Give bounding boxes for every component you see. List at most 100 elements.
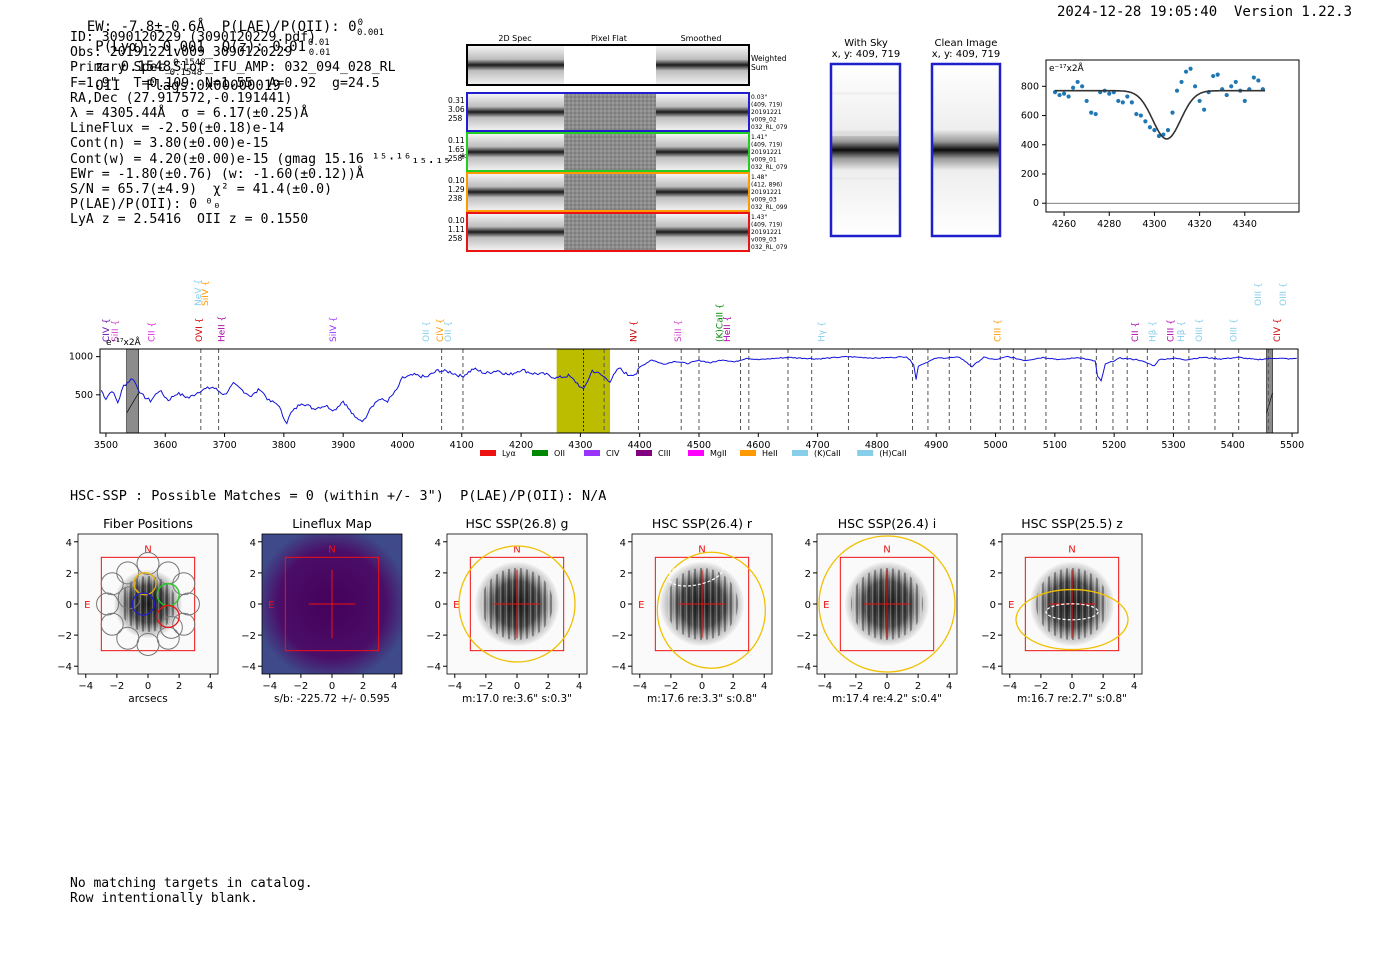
hsc-y-tick-label: 2 [805, 569, 811, 580]
spectrum-unit-label: e⁻¹⁷x2Å [106, 336, 142, 348]
header-z: z: 0.1548 [86, 59, 172, 75]
cutout-right-info: 1.43" [751, 214, 767, 221]
hsc-y-tick-label: −2 [241, 631, 256, 642]
galaxy-texture [120, 576, 176, 632]
east-label: E [268, 600, 274, 611]
fit-data-point [1143, 119, 1148, 124]
spectrum-y-tick-label: 1000 [69, 352, 93, 363]
source-ellipse [656, 551, 766, 669]
cutout-left-stat: 1.29 [448, 185, 465, 194]
info-cont-n: Cont(n) = 3.80(±0.00)e-15 [70, 136, 269, 152]
spectral-line-label: OII { [422, 321, 432, 342]
cutout-right-info: (409, 719) [751, 102, 782, 109]
spectrum-x-tick-label: 3600 [153, 440, 177, 451]
fit-data-point [1165, 128, 1171, 133]
source-ellipse [458, 545, 576, 663]
hsc-y-tick-label: 2 [435, 569, 441, 580]
masked-region-hatch [1266, 392, 1273, 414]
hsc-x-tick-label: −4 [632, 681, 647, 692]
hsc-panel-title: Fiber Positions [103, 516, 193, 531]
col-label-pixel-flat: Pixel Flat [591, 34, 627, 43]
hsc-x-tick-label: 0 [1069, 681, 1075, 692]
hsc-x-tick-label: −4 [78, 681, 93, 692]
spectral-line-label: CIV { [1273, 318, 1283, 342]
search-box [284, 556, 380, 652]
legend-label: MgII [710, 449, 727, 458]
info-cont-w: Cont(w) = 4.20(±0.00)e-15 (gmag 15.16 ¹⁵… [70, 151, 475, 167]
fiber-circle [117, 586, 141, 610]
east-label: E [453, 600, 459, 611]
hsc-x-tick-label: −2 [110, 681, 125, 692]
fit-data-point [1152, 128, 1157, 133]
spectrum-x-tick-label: 5200 [1102, 440, 1126, 451]
fit-x-tick-label: 4340 [1233, 219, 1257, 230]
fit-data-point [1256, 78, 1261, 83]
full-spectrum-plot: CIV {SiII {CII {OVI {HeII {NeV {SiIV {Si… [69, 279, 1304, 458]
col-label-smoothed: Smoothed [681, 34, 722, 43]
legend-swatch [740, 450, 756, 456]
fit-data-point [1233, 79, 1238, 85]
fit-data-point [1170, 110, 1175, 115]
spectral-line-label: CIII { [1166, 319, 1176, 342]
hsc-y-tick-label: 0 [435, 600, 441, 611]
search-box [1024, 556, 1120, 652]
fit-plot-frame [1045, 59, 1300, 213]
fiber-circle [172, 572, 196, 596]
cutout-left-stat: 3.06 [448, 105, 465, 114]
spectrum-x-tick-label: 4900 [924, 440, 948, 451]
fit-data-point [1093, 111, 1098, 117]
fiber-circle [136, 552, 160, 576]
north-label: N [1068, 545, 1075, 556]
fit-y-tick-label: 600 [1021, 111, 1039, 122]
hsc-panel-title: HSC SSP(26.4) r [652, 516, 753, 531]
hsc-y-tick-label: −4 [241, 662, 256, 673]
search-box [839, 556, 935, 652]
fit-data-point [1197, 98, 1202, 104]
search-box [654, 556, 750, 652]
cutout-2d-spec [468, 174, 564, 210]
spectral-line-label: OIII { [1254, 282, 1264, 306]
spectrum-x-tick-label: 5400 [1221, 440, 1245, 451]
cutout-2d-spec [468, 134, 564, 170]
clean-image-coords: x, y: 409, 719 [931, 49, 1001, 60]
cutout-pixel-flat [564, 94, 656, 130]
info-redshifts: LyA z = 2.5416 OII z = 0.1550 [70, 212, 309, 228]
weighted-sum-label: Weighted [751, 54, 787, 63]
spectral-line-label: CII { [1131, 322, 1141, 342]
sky-images [829, 62, 1002, 238]
north-label: N [698, 545, 705, 556]
aperture-ellipse-dashed [667, 559, 724, 587]
cutout-left-stat: 258 [448, 114, 463, 123]
selected-fiber-circle [156, 604, 180, 629]
weighted-sum-cutout: Weighted Sum [466, 44, 787, 86]
masked-region [1266, 348, 1273, 434]
spectrum-x-tick-label: 5000 [983, 440, 1007, 451]
hsc-y-tick-label: −2 [796, 631, 811, 642]
masked-region-hatch [126, 392, 139, 414]
cutout-right-info: 20191221 [751, 109, 782, 116]
cutout-row-frame [466, 172, 750, 212]
fit-data-point [1107, 91, 1112, 96]
info-sn-chi2: S/N = 65.7(±4.9) χ² = 41.4(±0.0) [70, 181, 333, 197]
spectrum-x-tick-label: 4000 [390, 440, 414, 451]
spectral-line-label: Hβ { [1149, 321, 1159, 342]
source-ellipse [1015, 588, 1129, 651]
cutout-pixel-flat [564, 174, 656, 210]
fit-y-tick-label: 400 [1021, 140, 1039, 151]
hsc-x-tick-label: −2 [664, 681, 679, 692]
cutout-left-stat: 238 [448, 194, 463, 203]
header-timestamp-version: 2024-12-28 19:05:40 Version 1.22.3 [1057, 4, 1353, 20]
search-box [100, 556, 196, 652]
spectral-line-label: SiIV { [329, 316, 339, 342]
spectrum-x-tick-label: 3900 [331, 440, 355, 451]
header-plya: P(Lyα): 0.001 Q(z): 0.01 [86, 39, 307, 55]
hsc-x-tick-label: 2 [176, 681, 182, 692]
spectrum-x-tick-label: 5300 [1161, 440, 1185, 451]
info-lambda-sigma: λ = 4305.44Å σ = 6.17(±0.25)Å [70, 105, 309, 121]
legend-swatch [636, 450, 652, 456]
fit-data-point [1147, 125, 1153, 130]
info-ewr: EWr = -1.80(±0.76) (w: -1.60(±0.12))Å [70, 166, 364, 182]
fit-data-point [1075, 79, 1080, 85]
